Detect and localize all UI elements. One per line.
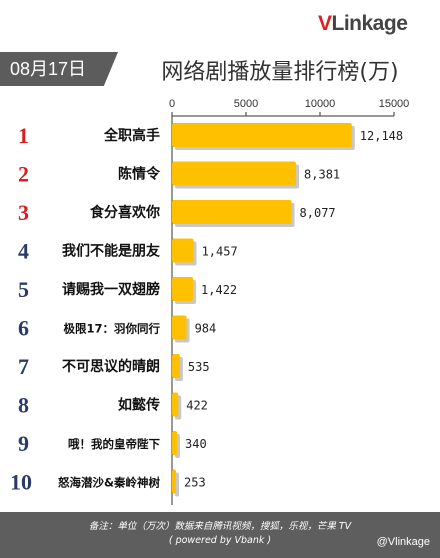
value-label: 984 bbox=[195, 322, 217, 336]
logo-v: V bbox=[318, 12, 332, 35]
rank-number: 9 bbox=[18, 431, 29, 456]
ranking-chart: 0 5000 10000 15000 1 全职高手 12,148 2 陈情令 8,381 3 食分喜欢… bbox=[10, 98, 410, 505]
bar bbox=[172, 354, 180, 378]
bar bbox=[172, 200, 292, 224]
rank-number: 5 bbox=[18, 277, 29, 302]
value-label: 253 bbox=[184, 476, 206, 490]
x-tick-label: 10000 bbox=[305, 98, 336, 110]
category-label: 不可思议的晴朗 bbox=[62, 358, 160, 375]
bar bbox=[172, 392, 179, 417]
rank-number: 6 bbox=[18, 316, 29, 341]
value-label: 8,381 bbox=[304, 168, 340, 182]
vlinkage-logo: VLinkage bbox=[318, 12, 408, 36]
value-label: 1,457 bbox=[202, 245, 238, 259]
bar bbox=[172, 277, 194, 301]
category-label: 全职高手 bbox=[103, 127, 160, 144]
bar bbox=[172, 161, 297, 186]
value-label: 535 bbox=[188, 360, 210, 374]
category-label: 哦！我的皇帝陛下 bbox=[68, 437, 160, 451]
category-label: 陈情令 bbox=[118, 166, 161, 183]
footer-line-1: 备注：单位（万次）数据来自腾讯视频，搜狐，乐视，芒果 TV bbox=[88, 521, 352, 532]
category-label: 如懿传 bbox=[118, 397, 160, 414]
date-tag: 08月17日 bbox=[0, 52, 118, 86]
category-label: 我们不能是朋友 bbox=[62, 243, 160, 260]
value-label: 1,422 bbox=[201, 283, 237, 297]
bar bbox=[172, 123, 352, 147]
x-tick-label: 0 bbox=[169, 98, 175, 110]
rank-number: 10 bbox=[10, 470, 32, 495]
bar bbox=[172, 315, 187, 340]
rank-number: 7 bbox=[18, 354, 29, 379]
chart-title: 网络剧播放量排行榜(万) bbox=[161, 60, 399, 85]
bar bbox=[172, 238, 194, 263]
x-tick-label: 5000 bbox=[234, 98, 258, 110]
category-label: 极限17：羽你同行 bbox=[63, 322, 160, 336]
rank-number: 1 bbox=[18, 123, 29, 148]
value-label: 422 bbox=[186, 399, 208, 413]
footer-note: 备注：单位（万次）数据来自腾讯视频，搜狐，乐视，芒果 TV ( powered … bbox=[0, 512, 440, 558]
rank-number: 2 bbox=[18, 162, 29, 187]
value-label: 8,077 bbox=[300, 206, 336, 220]
x-tick-label: 15000 bbox=[379, 98, 410, 110]
logo-text: Linkage bbox=[331, 12, 408, 35]
footer-line-2: ( powered by Vbank ) bbox=[168, 535, 272, 546]
category-label: 请赐我一双翅膀 bbox=[62, 281, 160, 298]
rank-number: 8 bbox=[18, 393, 29, 418]
value-label: 12,148 bbox=[360, 129, 403, 143]
bar bbox=[172, 469, 176, 494]
rank-number: 3 bbox=[18, 200, 29, 225]
category-label: 食分喜欢你 bbox=[90, 204, 160, 221]
rank-number: 4 bbox=[18, 239, 29, 264]
category-label: 怒海潜沙&秦岭神树 bbox=[58, 476, 161, 490]
value-label: 340 bbox=[185, 437, 207, 451]
weibo-watermark: @Vlinkage bbox=[376, 536, 430, 548]
bar bbox=[172, 431, 178, 455]
